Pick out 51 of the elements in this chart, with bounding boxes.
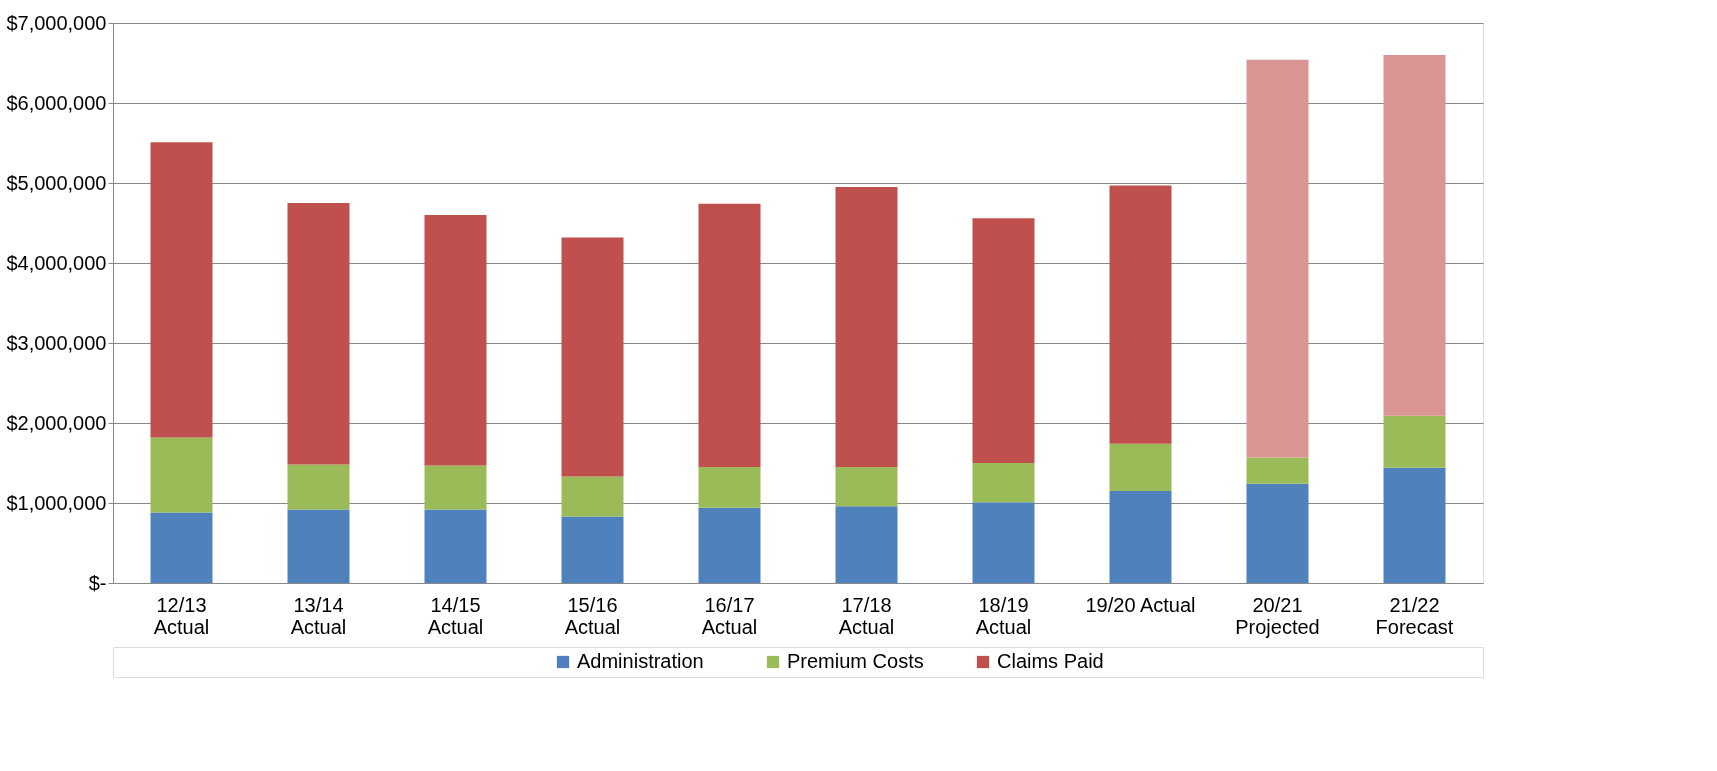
x-tick-label: 13/14 Actual <box>290 593 347 638</box>
bar <box>1109 443 1172 491</box>
bar <box>698 507 761 583</box>
bar <box>1383 55 1446 416</box>
x-tick-label: 12/13 Actual <box>153 593 210 638</box>
y-tick-label: $4,000,000 <box>6 251 107 274</box>
bar <box>150 437 213 513</box>
bar <box>972 218 1035 463</box>
bar <box>1246 483 1309 583</box>
bar <box>972 502 1035 583</box>
x-tick-label: 21/22 Forecast <box>1375 593 1454 638</box>
bar <box>287 509 350 583</box>
bar <box>561 237 624 477</box>
x-tick-label: 18/19 Actual <box>975 593 1032 638</box>
bar <box>287 464 350 510</box>
bar <box>424 215 487 466</box>
bar <box>561 476 624 517</box>
bar <box>424 509 487 583</box>
legend-label: Premium Costs <box>787 650 924 672</box>
bar <box>1246 457 1309 484</box>
bar <box>698 203 761 467</box>
x-tick-label: 16/17 Actual <box>701 593 758 638</box>
bar <box>287 203 350 465</box>
y-tick-label: $2,000,000 <box>6 411 107 434</box>
y-tick-label: $- <box>88 571 107 594</box>
legend-label: Claims Paid <box>997 650 1104 672</box>
bar <box>698 467 761 508</box>
bar <box>1383 467 1446 583</box>
bar <box>150 512 213 583</box>
bar <box>835 506 898 583</box>
x-tick-label: 14/15 Actual <box>427 593 484 638</box>
y-tick-label: $1,000,000 <box>6 491 107 514</box>
y-tick-label: $7,000,000 <box>6 11 107 34</box>
bar <box>561 516 624 583</box>
legend-label: Administration <box>577 650 704 672</box>
bar <box>424 465 487 510</box>
y-tick-label: $5,000,000 <box>6 171 107 194</box>
x-tick-label: 19/20 Actual <box>1085 593 1196 616</box>
bar <box>835 467 898 507</box>
x-tick-label: 20/21 Projected <box>1235 593 1320 638</box>
bar <box>1383 415 1446 468</box>
x-tick-label: 17/18 Actual <box>838 593 895 638</box>
bar <box>150 142 213 438</box>
bar <box>972 463 1035 503</box>
bar <box>835 187 898 467</box>
bar <box>1109 491 1172 583</box>
x-tick-label: 15/16 Actual <box>564 593 621 638</box>
bar <box>1109 185 1172 444</box>
y-tick-label: $6,000,000 <box>6 91 107 114</box>
bar <box>1246 59 1309 458</box>
y-tick-label: $3,000,000 <box>6 331 107 354</box>
